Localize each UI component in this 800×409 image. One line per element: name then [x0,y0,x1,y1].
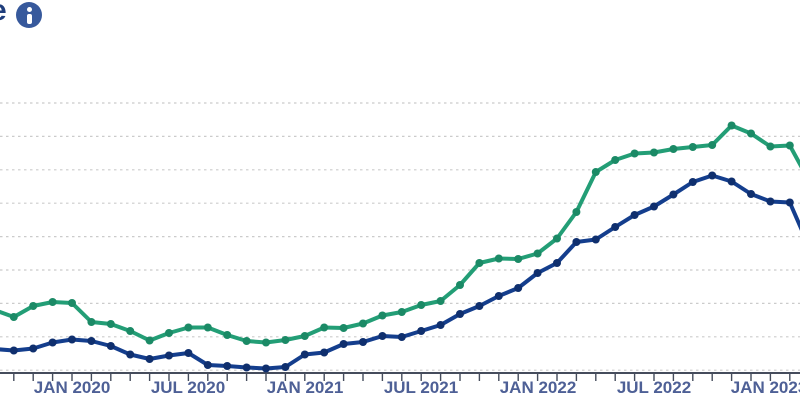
info-icon[interactable] [16,2,42,28]
series-green-point[interactable] [165,329,173,337]
series-green-point[interactable] [688,143,697,151]
x-axis-label: JAN 2020 [34,378,111,397]
series-green-point[interactable] [747,129,755,138]
series-blue-point[interactable] [572,238,581,246]
series-blue-point[interactable] [669,190,678,199]
series-green-point[interactable] [145,336,154,345]
series-blue-point[interactable] [281,363,290,371]
series-green-point[interactable] [339,324,348,332]
series-green-point[interactable] [126,327,135,335]
info-icon-dot [27,7,32,12]
series-blue-point[interactable] [87,337,96,345]
series-blue-point[interactable] [553,259,561,267]
series-blue-point[interactable] [514,284,523,292]
series-green-point[interactable] [630,149,639,158]
series-blue-point[interactable] [397,333,406,341]
series-blue-point[interactable] [436,321,445,329]
x-axis-label: JUL 2022 [617,378,691,397]
series-green-point[interactable] [281,336,290,344]
series-blue-point[interactable] [262,364,270,373]
series-green-point[interactable] [87,318,96,326]
series-green-point[interactable] [359,319,367,328]
series-blue-point[interactable] [300,350,309,359]
series-green-point[interactable] [669,145,678,153]
series-green-point[interactable] [184,323,193,332]
series-blue-point[interactable] [727,177,736,186]
series-green-point[interactable] [591,168,600,176]
series-blue-point[interactable] [165,351,173,360]
series-blue-point[interactable] [630,211,639,219]
series-green-point[interactable] [223,331,232,339]
series-green-point[interactable] [397,308,406,316]
series-blue-point[interactable] [747,190,755,198]
series-green-point[interactable] [29,302,38,310]
series-blue-point[interactable] [68,335,76,344]
series-blue-point[interactable] [688,178,697,186]
x-axis-label: JAN 2023 [731,378,800,397]
series-green-point[interactable] [378,311,387,320]
x-axis-label: JUL 2021 [384,378,458,397]
series-green-point[interactable] [650,148,658,157]
series-blue-point[interactable] [417,327,426,335]
series-green-point[interactable] [417,301,426,309]
series-blue-point[interactable] [339,340,348,348]
series-blue-point[interactable] [475,302,484,310]
chart-header: e [0,0,800,34]
series-blue-point[interactable] [242,363,251,372]
series-green-point[interactable] [9,313,18,321]
series-green-point[interactable] [436,297,445,305]
series-green-point[interactable] [68,299,76,307]
series-blue-point[interactable] [766,197,775,206]
series-blue-point[interactable] [611,223,620,231]
series-green-point[interactable] [262,338,270,347]
series-blue-point[interactable] [48,338,57,347]
series-green-point[interactable] [572,208,581,216]
series-blue-point[interactable] [320,348,329,357]
series-green-point[interactable] [475,259,484,267]
series-green-point[interactable] [48,298,57,306]
series-blue-point[interactable] [203,361,212,369]
series-green-point[interactable] [320,323,329,332]
series-green-point[interactable] [106,320,115,328]
series-blue-point[interactable] [785,198,794,207]
series-blue-point[interactable] [126,350,135,359]
series-green-point[interactable] [514,255,523,263]
series-green-point[interactable] [300,332,309,340]
series-blue-point[interactable] [106,342,115,350]
series-green-point[interactable] [533,249,542,258]
series-green-point[interactable] [456,281,464,289]
series-blue-point[interactable] [359,338,367,346]
series-blue-point[interactable] [223,362,232,370]
series-blue-point[interactable] [708,171,717,180]
series-green-point[interactable] [242,337,251,345]
series-blue-point[interactable] [29,344,38,353]
series-green-point[interactable] [766,142,775,151]
series-blue-point[interactable] [378,332,387,340]
series-blue-point[interactable] [591,235,600,244]
series-green-point[interactable] [727,121,736,130]
series-blue-point[interactable] [533,269,542,277]
series-blue-point[interactable] [9,346,18,355]
series-green-point[interactable] [611,156,620,164]
series-green-point[interactable] [203,323,212,332]
series-blue-point[interactable] [494,292,503,300]
x-axis-label: JAN 2021 [267,378,344,397]
series-blue-point[interactable] [184,349,193,357]
series-blue-point[interactable] [456,310,464,318]
series-green-point[interactable] [494,254,503,263]
series-blue-point[interactable] [650,202,658,211]
x-axis-label: JAN 2022 [500,378,577,397]
info-icon-stem [27,14,32,24]
x-axis-label: JUL 2020 [151,378,225,397]
series-green-point[interactable] [708,141,717,149]
chart-title-fragment: e [0,0,7,26]
series-green-point[interactable] [785,141,794,150]
series-blue-point[interactable] [145,355,154,363]
series-green-point[interactable] [553,234,561,243]
